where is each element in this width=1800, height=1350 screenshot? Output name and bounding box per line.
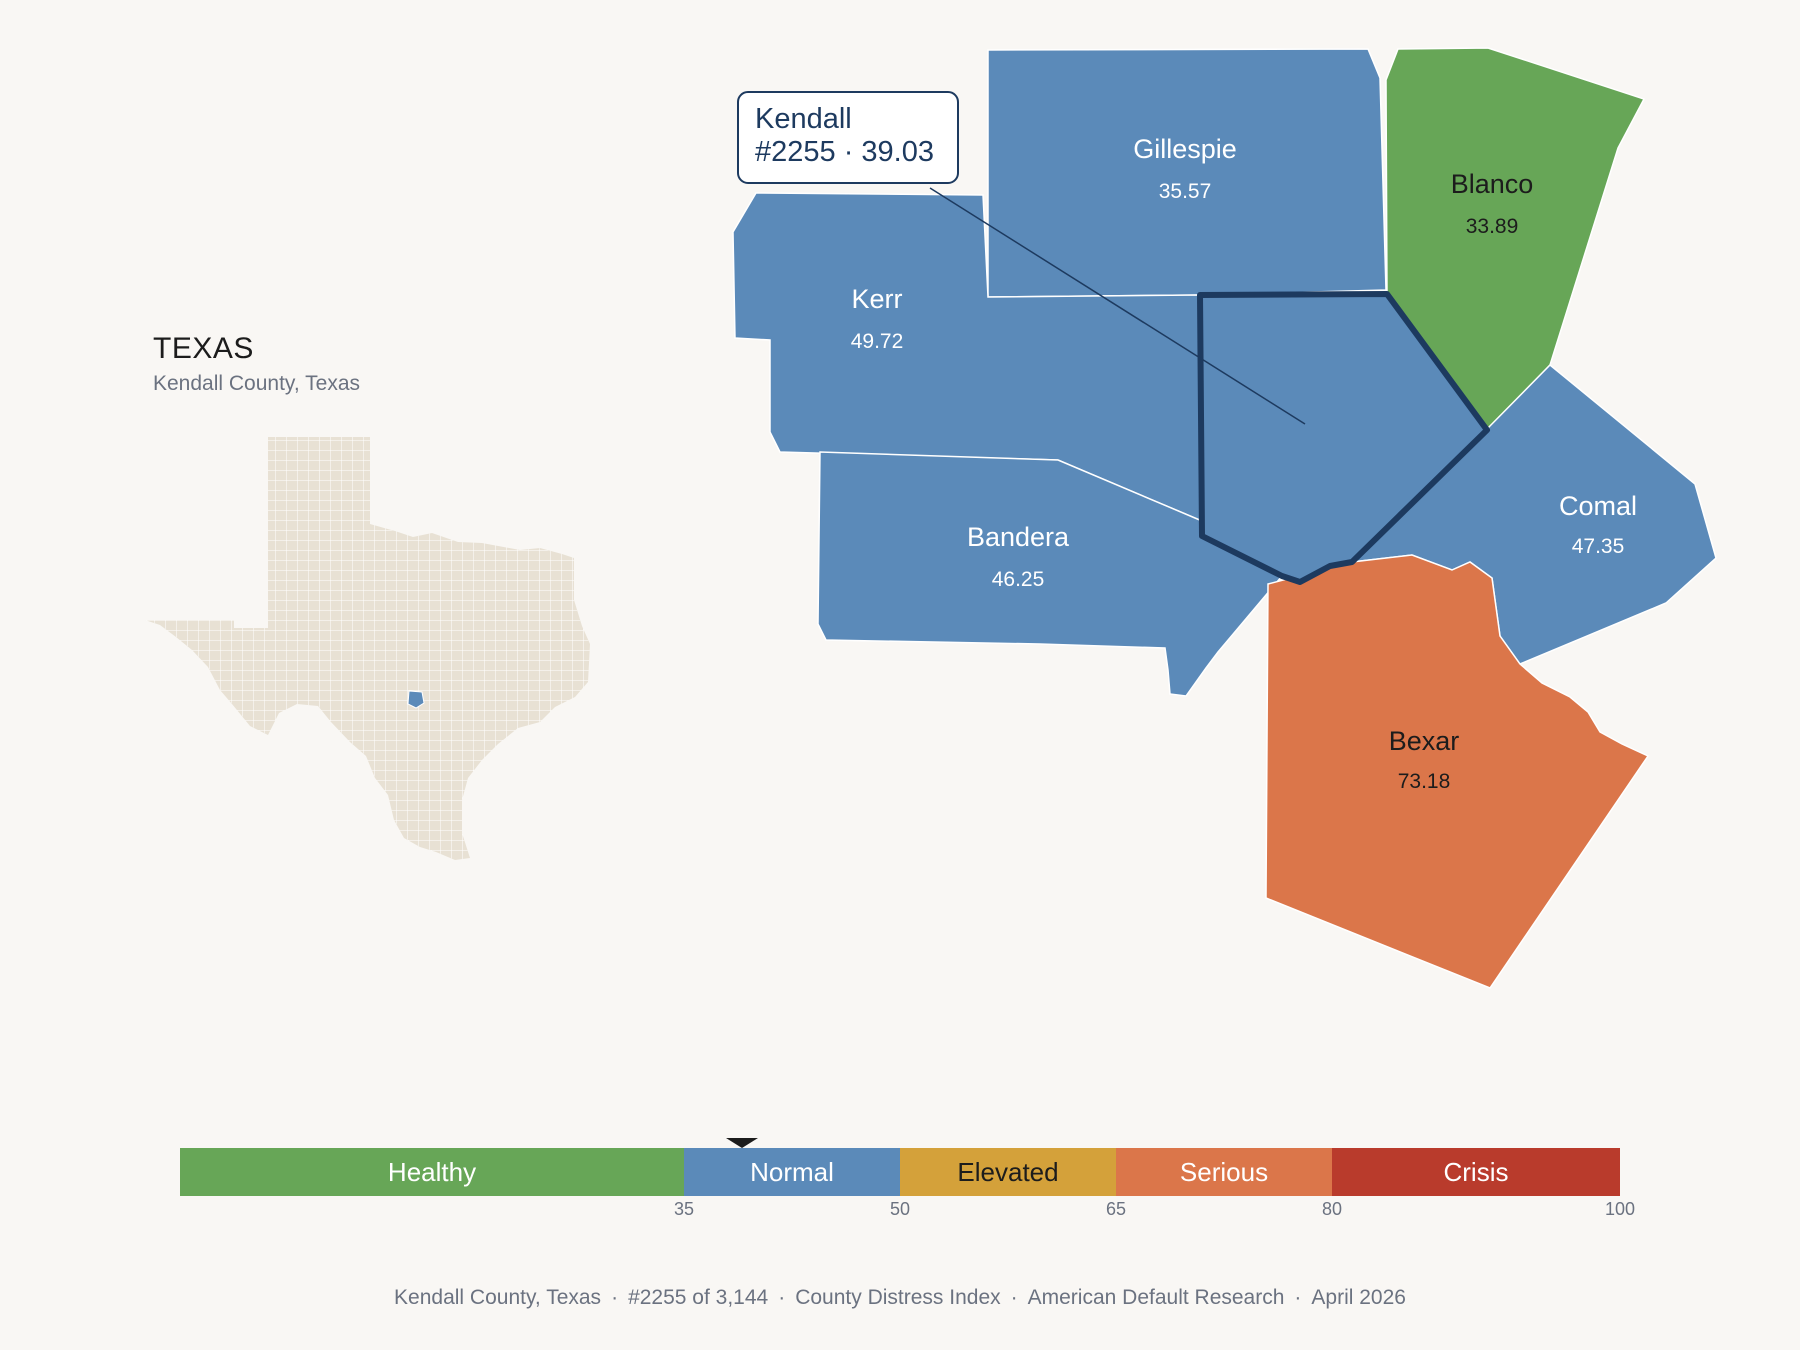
scale-tick: 80 [1321, 1199, 1343, 1219]
footer-county: Kendall County, Texas [394, 1286, 602, 1309]
score-marker [726, 1138, 759, 1148]
scale-tick: 100 [1604, 1199, 1636, 1219]
county-label: Bandera [967, 522, 1070, 552]
footer-source: American Default Research [1027, 1286, 1285, 1309]
scale-tick: 50 [889, 1199, 911, 1219]
county-value: 47.35 [1572, 535, 1625, 558]
state-title: TEXAS [153, 332, 254, 365]
segment-label: Normal [750, 1156, 834, 1187]
distress-scale: Healthy Normal Elevated Serious Crisis [180, 1148, 1620, 1196]
kendall-locator-marker [407, 690, 425, 709]
county-label: Blanco [1451, 169, 1534, 199]
county-gillespie[interactable] [987, 48, 1387, 298]
callout-leader-line [929, 187, 1306, 425]
scale-segment-normal: Normal [684, 1148, 900, 1196]
county-label: Bexar [1389, 726, 1460, 756]
county-label: Gillespie [1133, 134, 1237, 164]
county-label: Kerr [851, 284, 902, 314]
footer-date: April 2026 [1311, 1286, 1406, 1309]
scale-segment-crisis: Crisis [1332, 1148, 1620, 1196]
footer-index: County Distress Index [795, 1286, 1001, 1309]
scale-segment-elevated: Elevated [900, 1148, 1116, 1196]
segment-label: Serious [1179, 1156, 1269, 1187]
county-value: 73.18 [1398, 770, 1451, 793]
county-value: 33.89 [1466, 215, 1519, 238]
segment-label: Elevated [957, 1156, 1059, 1187]
segment-label: Healthy [387, 1156, 477, 1187]
scale-tick: 35 [673, 1199, 695, 1219]
county-value: 35.57 [1159, 180, 1212, 203]
county-bexar[interactable] [1265, 554, 1650, 989]
state-subtitle: Kendall County, Texas [153, 372, 361, 395]
county-kendall[interactable] [1197, 291, 1490, 585]
county-value: 49.72 [851, 330, 904, 353]
segment-label: Crisis [1443, 1156, 1509, 1187]
scale-segment-healthy: Healthy [180, 1148, 684, 1196]
scale-tick: 65 [1105, 1199, 1127, 1219]
scale-segment-serious: Serious [1116, 1148, 1332, 1196]
callout-county-name: Kendall [755, 103, 852, 135]
callout-rank-score: #2255 · 39.03 [755, 136, 934, 168]
kendall-callout: Kendall #2255 · 39.03 [737, 91, 959, 184]
footer-rank: #2255 of 3,144 [628, 1286, 769, 1309]
county-label: Comal [1559, 491, 1637, 521]
county-value: 46.25 [992, 568, 1045, 591]
footer: Kendall County, Texas · #2255 of 3,144 · Cou… [394, 1286, 1406, 1309]
